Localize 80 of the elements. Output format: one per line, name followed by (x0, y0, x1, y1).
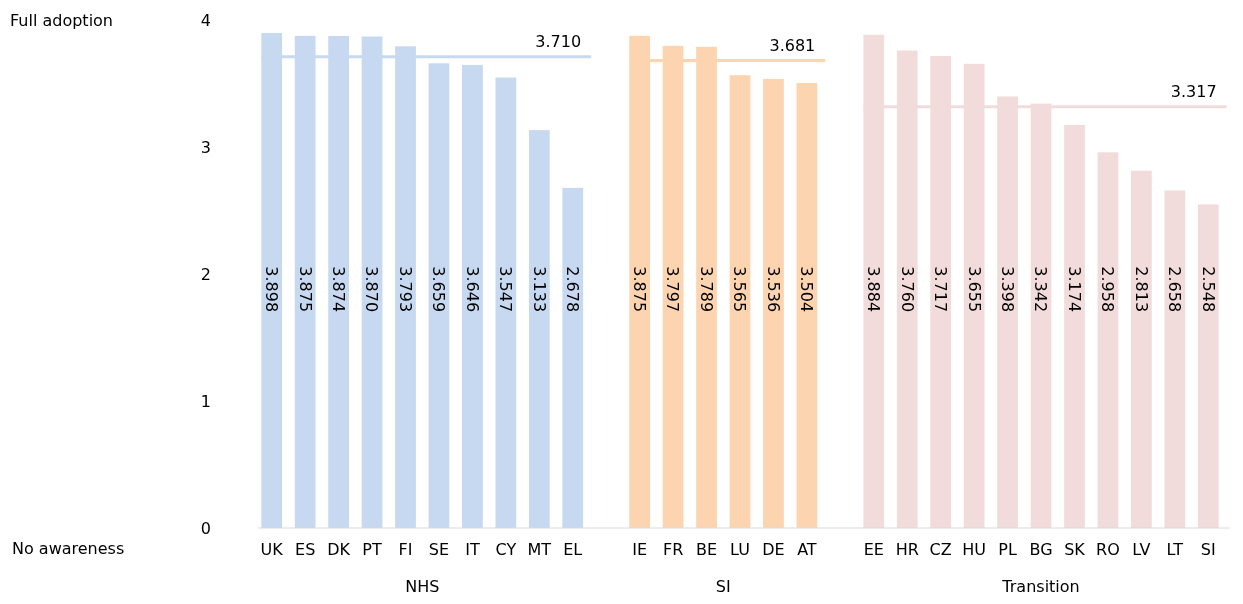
x-tick-label: HU (962, 540, 987, 559)
bar (528, 130, 550, 528)
x-tick-label: ES (295, 540, 316, 559)
data-label: 3.174 (1064, 266, 1084, 313)
x-tick-label: LT (1166, 540, 1184, 559)
y-tick-label: 1 (200, 391, 211, 411)
data-label: 2.813 (1131, 266, 1151, 313)
x-tick-label: FR (662, 540, 684, 559)
ref-line-label: 3.681 (769, 35, 816, 55)
y-tick-label: 2 (200, 264, 211, 284)
bar (1097, 152, 1119, 528)
text: Full adoption (10, 10, 113, 30)
x-tick-label: MT (527, 540, 552, 559)
data-label: 3.875 (295, 266, 315, 313)
text: SI (715, 577, 731, 596)
y-tick-label: 0 (200, 518, 211, 538)
y-tick-label: 3 (200, 137, 211, 157)
y-tick-label: 4 (200, 10, 211, 30)
bar (495, 77, 517, 528)
data-label: 3.133 (529, 266, 549, 313)
bar (763, 78, 784, 528)
x-tick-label: EL (563, 540, 583, 559)
x-tick-label: SI (1200, 540, 1216, 559)
bar (1131, 170, 1152, 528)
x-tick-label: PT (362, 540, 382, 559)
data-label: 3.789 (696, 266, 716, 313)
data-label: 3.870 (362, 266, 382, 313)
x-tick-label: IE (632, 540, 648, 559)
data-label: 3.655 (964, 266, 984, 313)
ref-line-label: 3.710 (535, 31, 582, 51)
ref-line-label: 3.317 (1170, 81, 1217, 101)
data-label: 2.678 (563, 266, 583, 313)
data-label: 3.717 (931, 266, 951, 313)
text: No awareness (12, 538, 125, 558)
x-tick-label: SK (1064, 540, 1086, 559)
x-tick-label: HR (895, 540, 919, 559)
x-tick-label: EE (863, 540, 884, 559)
bar (462, 64, 483, 528)
x-tick-label: DE (762, 540, 785, 559)
bar (796, 82, 818, 528)
bar (562, 187, 584, 528)
data-label: 3.504 (797, 266, 817, 313)
data-label: 3.884 (864, 266, 884, 313)
bar (428, 63, 450, 528)
text: Transition (1001, 577, 1080, 596)
x-tick-label: DK (327, 540, 351, 559)
data-label: 3.565 (730, 266, 750, 313)
data-label: 3.398 (997, 266, 1017, 313)
x-tick-label: BG (1029, 540, 1053, 559)
data-label: 2.548 (1198, 266, 1218, 313)
x-tick-label: UK (260, 540, 284, 559)
data-label: 3.760 (897, 266, 917, 313)
data-label: 3.342 (1031, 266, 1051, 313)
data-label: 3.875 (630, 266, 650, 313)
x-tick-label: BE (696, 540, 718, 559)
data-label: 3.659 (429, 266, 449, 313)
data-label: 3.898 (262, 266, 282, 313)
x-tick-label: LV (1132, 540, 1151, 559)
x-tick-label: SE (428, 540, 450, 559)
x-tick-label: PL (998, 540, 1017, 559)
bar (1164, 190, 1186, 528)
text: NHS (405, 577, 440, 596)
data-label: 3.547 (496, 266, 516, 313)
x-tick-label: LU (730, 540, 750, 559)
x-tick-label: CZ (929, 540, 952, 559)
x-tick-label: IT (465, 540, 480, 559)
bar (1064, 124, 1085, 528)
bar (1197, 204, 1219, 528)
data-label: 3.536 (763, 266, 783, 313)
data-label: 2.658 (1165, 266, 1185, 313)
data-label: 3.874 (329, 266, 349, 313)
x-tick-label: FI (398, 540, 413, 559)
x-tick-label: AT (797, 540, 817, 559)
data-label: 2.958 (1098, 266, 1118, 313)
bar (729, 75, 751, 528)
data-label: 3.793 (395, 266, 415, 313)
data-label: 3.797 (663, 266, 683, 313)
x-tick-label: RO (1096, 540, 1120, 559)
data-label: 3.646 (462, 266, 482, 313)
x-tick-label: CY (495, 540, 517, 559)
